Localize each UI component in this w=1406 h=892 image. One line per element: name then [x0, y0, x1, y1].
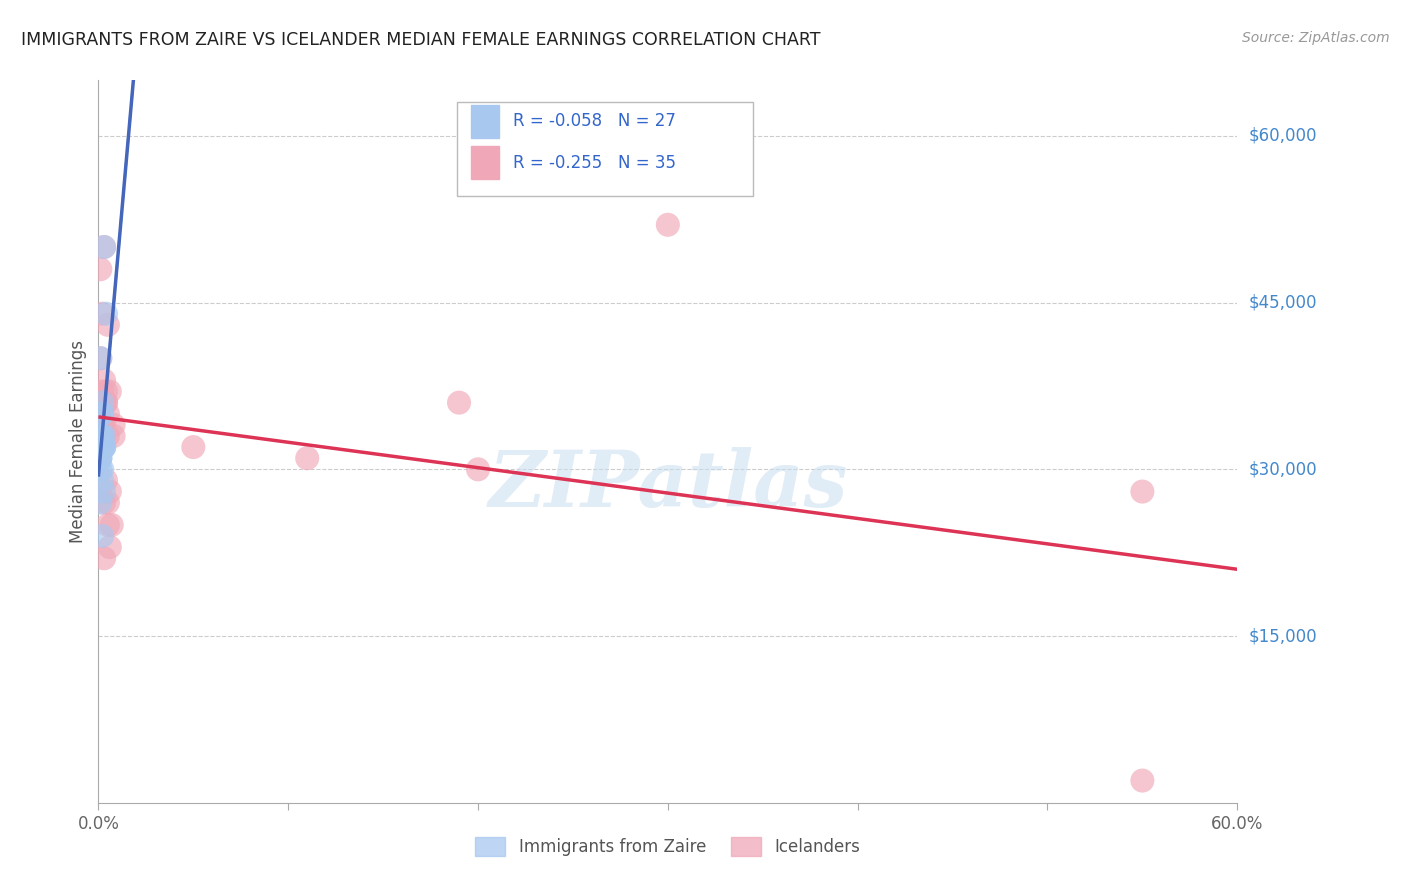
Point: [93, 440, 115, 454]
Point: [97, 407, 120, 421]
Point: [89, 262, 111, 277]
Point: [97, 496, 120, 510]
Point: [98, 384, 121, 399]
Point: [103, 429, 125, 443]
Point: [89, 440, 111, 454]
Text: R = -0.255   N = 35: R = -0.255 N = 35: [513, 153, 676, 172]
Text: R = -0.058   N = 27: R = -0.058 N = 27: [513, 112, 676, 130]
Point: [93, 373, 115, 387]
Point: [1132, 773, 1154, 788]
Point: [93, 240, 115, 254]
Point: [89, 429, 111, 443]
Point: [93, 484, 115, 499]
Point: [94, 395, 117, 409]
Point: [93, 429, 115, 443]
FancyBboxPatch shape: [457, 102, 754, 196]
Point: [91, 529, 114, 543]
Point: [89, 462, 111, 476]
Text: IMMIGRANTS FROM ZAIRE VS ICELANDER MEDIAN FEMALE EARNINGS CORRELATION CHART: IMMIGRANTS FROM ZAIRE VS ICELANDER MEDIA…: [21, 31, 821, 49]
Point: [93, 440, 115, 454]
Point: [91, 407, 114, 421]
Point: [89, 429, 111, 443]
Point: [89, 351, 111, 366]
Y-axis label: Median Female Earnings: Median Female Earnings: [69, 340, 87, 543]
Point: [94, 474, 117, 488]
Text: Source: ZipAtlas.com: Source: ZipAtlas.com: [1241, 31, 1389, 45]
Point: [1132, 484, 1154, 499]
Point: [93, 551, 115, 566]
Point: [89, 451, 111, 466]
Point: [91, 429, 114, 443]
Text: $45,000: $45,000: [1249, 293, 1317, 311]
Point: [100, 517, 122, 532]
Point: [97, 429, 120, 443]
Point: [89, 351, 111, 366]
Point: [93, 429, 115, 443]
Point: [93, 496, 115, 510]
Point: [89, 451, 111, 466]
Point: [91, 474, 114, 488]
Point: [297, 451, 319, 466]
Point: [91, 462, 114, 476]
Text: ZIPatlas: ZIPatlas: [488, 447, 848, 523]
Point: [91, 407, 114, 421]
Point: [93, 440, 115, 454]
FancyBboxPatch shape: [471, 146, 499, 179]
Point: [467, 462, 489, 476]
Legend: Immigrants from Zaire, Icelanders: Immigrants from Zaire, Icelanders: [468, 830, 868, 863]
Point: [657, 218, 679, 232]
Point: [183, 440, 205, 454]
Point: [94, 395, 117, 409]
Point: [98, 540, 121, 554]
Point: [93, 429, 115, 443]
Point: [89, 496, 111, 510]
Point: [93, 240, 115, 254]
Point: [89, 429, 111, 443]
Point: [91, 384, 114, 399]
Point: [449, 395, 471, 409]
Point: [91, 395, 114, 409]
Text: $60,000: $60,000: [1249, 127, 1317, 145]
Point: [89, 451, 111, 466]
Point: [91, 440, 114, 454]
Point: [93, 417, 115, 432]
Text: $30,000: $30,000: [1249, 460, 1317, 478]
Point: [94, 384, 117, 399]
Point: [97, 318, 120, 332]
Text: $15,000: $15,000: [1249, 627, 1317, 645]
Point: [91, 417, 114, 432]
Point: [97, 517, 120, 532]
FancyBboxPatch shape: [471, 105, 499, 137]
Point: [91, 440, 114, 454]
Point: [89, 429, 111, 443]
Point: [91, 307, 114, 321]
Point: [94, 307, 117, 321]
Point: [98, 484, 121, 499]
Point: [93, 395, 115, 409]
Point: [103, 417, 125, 432]
